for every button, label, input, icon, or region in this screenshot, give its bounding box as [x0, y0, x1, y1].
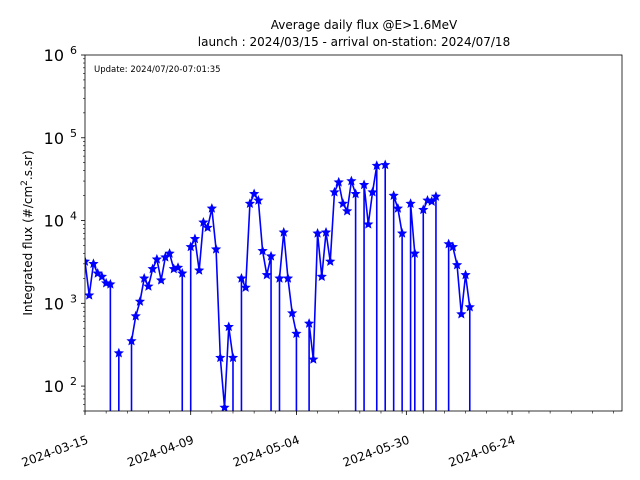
data-point	[346, 175, 357, 186]
data-point	[397, 227, 408, 238]
data-point	[206, 203, 217, 213]
x-axis: 2024-03-15 2024-04-09 2024-05-04 2024-05-30…	[20, 411, 614, 470]
data-point	[143, 281, 154, 291]
data-point	[172, 262, 184, 272]
y-tick-exponent: 6	[70, 44, 77, 57]
y-tick-label: 10 4	[44, 210, 77, 231]
y-axis-label-sup: 2	[20, 180, 30, 186]
data-point	[240, 282, 251, 292]
data-point	[426, 196, 437, 206]
y-tick-exponent: 5	[70, 127, 77, 140]
data-point	[227, 352, 239, 363]
y-axis-label-pre: Integrated flux (#/cm	[21, 186, 35, 316]
data-point	[418, 204, 429, 215]
y-tick-exponent: 3	[70, 292, 77, 305]
data-point	[329, 186, 340, 197]
data-point	[380, 159, 391, 170]
chart-subtitle: launch : 2024/03/15 - arrival on-station…	[198, 35, 510, 49]
data-point	[198, 217, 209, 227]
data-point	[177, 267, 188, 278]
data-point	[202, 222, 213, 233]
data-point	[215, 352, 226, 363]
data-point	[164, 248, 175, 258]
data-point	[430, 191, 442, 201]
data-point	[342, 205, 353, 216]
data-point	[278, 226, 289, 237]
data-point	[312, 227, 323, 238]
data-point	[113, 347, 124, 358]
data-point	[367, 186, 378, 197]
data-point	[219, 402, 230, 411]
data-point	[134, 296, 146, 306]
data-point	[392, 203, 404, 213]
data-point	[244, 198, 256, 209]
data-point	[388, 190, 399, 200]
x-tick-label: 2024-06-24	[447, 433, 517, 470]
data-point	[287, 307, 298, 318]
data-point	[456, 308, 467, 319]
y-tick-exponent: 2	[70, 375, 77, 388]
data-point	[139, 273, 150, 283]
data-point	[333, 176, 344, 187]
data-point	[265, 250, 277, 261]
data-point	[210, 243, 222, 254]
data-point	[257, 245, 268, 256]
data-point	[189, 233, 201, 244]
data-point	[371, 160, 382, 171]
data-point	[151, 253, 163, 264]
data-point	[130, 310, 141, 321]
plot-area	[85, 159, 475, 411]
chart-title: Average daily flux @E>1.6MeV	[271, 18, 458, 32]
data-point	[85, 256, 91, 266]
data-point	[261, 269, 272, 280]
data-point	[337, 198, 349, 209]
data-point	[223, 321, 234, 332]
data-point	[451, 259, 463, 270]
plot-frame	[84, 54, 623, 412]
y-axis-label-post: .s.sr)	[21, 150, 35, 180]
data-point	[194, 264, 205, 275]
data-point	[291, 328, 302, 339]
y-tick-label: 10 5	[44, 127, 77, 148]
y-tick-exponent: 4	[70, 210, 77, 223]
data-point	[282, 273, 294, 283]
data-point	[358, 179, 370, 190]
data-point	[126, 335, 137, 346]
x-tick-label: 2024-05-30	[341, 433, 411, 470]
data-point	[274, 273, 285, 283]
data-point	[96, 271, 108, 281]
data-point	[88, 258, 99, 269]
data-point	[253, 195, 264, 205]
data-point	[320, 226, 332, 237]
data-point	[464, 301, 475, 312]
data-point	[460, 269, 471, 280]
data-point	[85, 289, 95, 300]
data-point	[155, 274, 167, 285]
data-point	[363, 218, 374, 229]
data-point	[147, 263, 158, 274]
y-tick-label: 10 2	[44, 375, 77, 396]
data-point	[185, 241, 196, 252]
y-axis-label: Integrated flux (#/cm2.s.sr)	[20, 150, 35, 315]
data-point	[308, 354, 319, 364]
data-point	[447, 241, 458, 252]
x-tick-label: 2024-04-09	[125, 433, 195, 470]
data-point	[236, 273, 247, 283]
data-point	[325, 256, 336, 266]
data-point	[249, 188, 260, 199]
x-tick-label: 2024-03-15	[20, 433, 90, 470]
data-point	[350, 188, 361, 199]
x-tick-label: 2024-05-04	[231, 433, 301, 470]
data-point	[303, 318, 315, 328]
data-point	[316, 271, 327, 281]
y-tick-label: 10 3	[44, 292, 77, 313]
data-point	[405, 198, 416, 209]
data-point	[105, 278, 116, 289]
update-annotation: Update: 2024/07/20-07:01:35	[94, 65, 221, 75]
y-tick-label: 10 6	[44, 44, 77, 65]
data-point	[409, 248, 420, 258]
